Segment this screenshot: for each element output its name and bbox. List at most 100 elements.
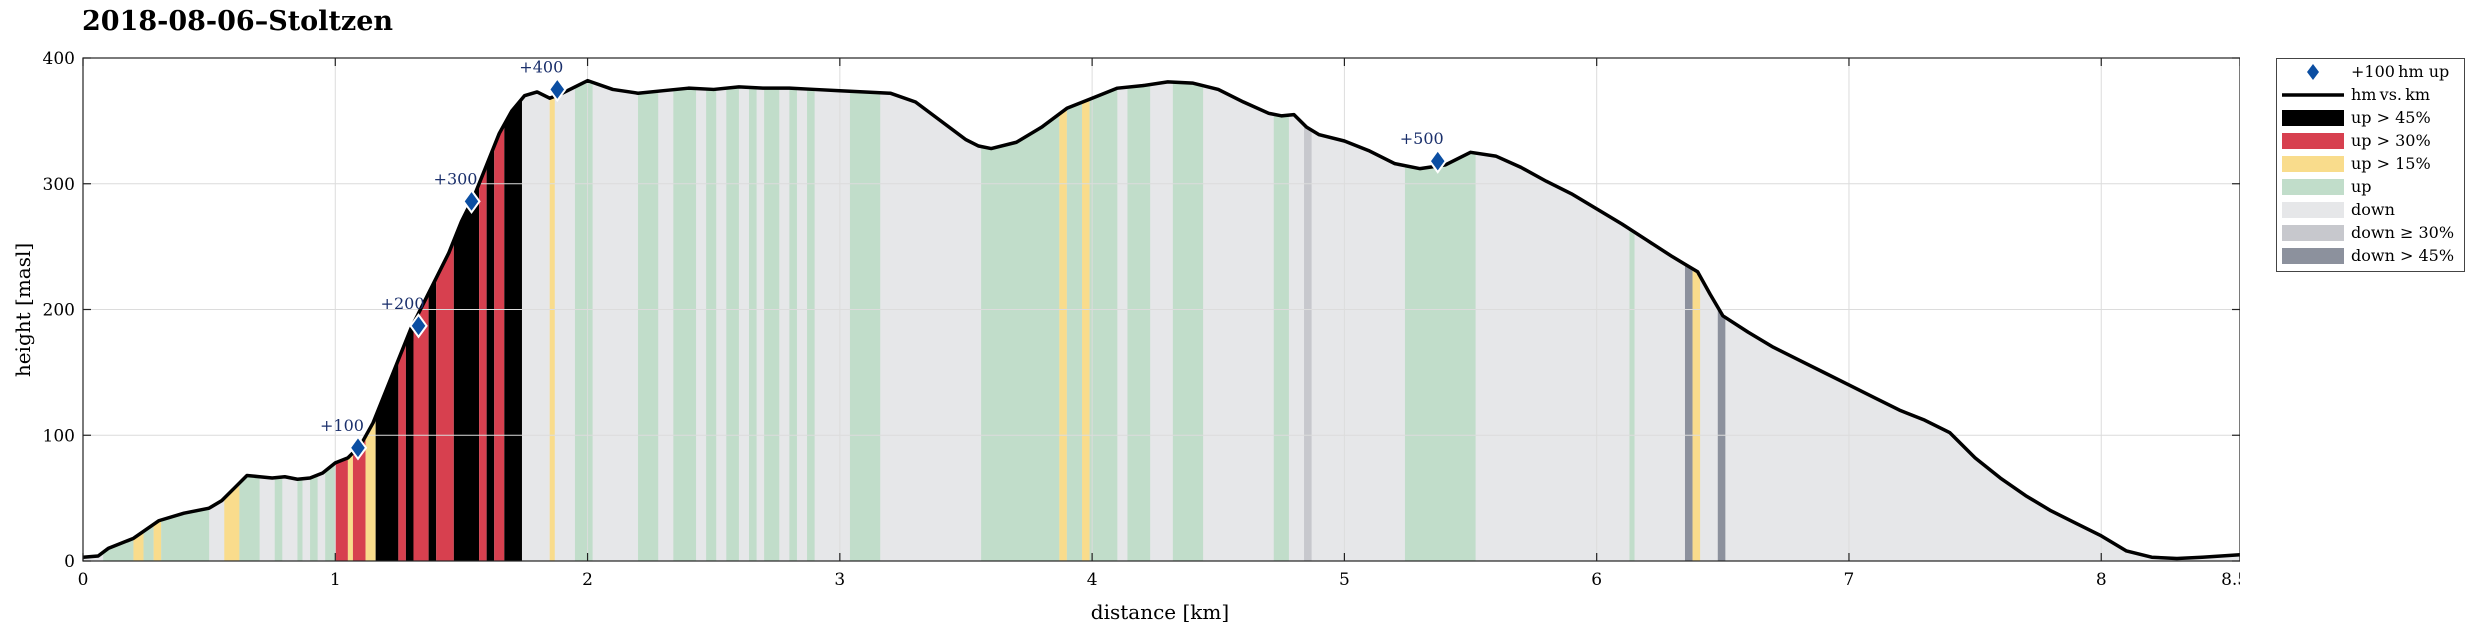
gradient-segment <box>479 164 487 561</box>
gradient-segment <box>335 457 348 561</box>
x-tick-label: 0 <box>78 570 89 590</box>
gradient-segment <box>352 436 366 561</box>
legend-marker-icon <box>2282 64 2344 80</box>
gradient-segment <box>849 91 881 561</box>
gradient-segment <box>673 88 697 562</box>
legend-item: down <box>2277 199 2464 221</box>
gradient-segment <box>153 520 162 561</box>
gradient-segment <box>1304 124 1312 562</box>
legend-item: down > 45% <box>2277 245 2464 267</box>
legend-swatch <box>2282 225 2344 241</box>
legend-label: up > 45% <box>2351 108 2431 127</box>
gradient-segment <box>375 359 399 561</box>
terrain-base-area <box>83 80 2240 561</box>
y-tick-label: 200 <box>43 301 75 321</box>
legend-item: up > 15% <box>2277 153 2464 175</box>
gradient-segment <box>807 89 815 562</box>
legend-label: +100 hm up <box>2351 62 2450 81</box>
legend-item: down ≥ 30% <box>2277 222 2464 244</box>
x-tick-label: 3 <box>834 570 845 590</box>
gradient-segment <box>1684 264 1693 561</box>
gradient-segment <box>981 113 1060 562</box>
gradient-segment <box>310 474 318 561</box>
legend-swatch <box>2282 110 2344 126</box>
gradient-segment <box>103 538 134 561</box>
gradient-segment <box>1629 228 1635 561</box>
marker-diamond <box>462 188 481 215</box>
gradient-segment <box>274 476 283 561</box>
legend-swatch <box>2282 179 2344 195</box>
x-tick-label: 7 <box>1844 570 1855 590</box>
marker-diamond <box>1428 148 1447 174</box>
marker-diamond <box>548 76 567 103</box>
gradient-segment <box>706 89 717 562</box>
gradient-segment <box>405 323 414 561</box>
gradient-segment <box>1127 84 1151 561</box>
gradient-segment <box>365 416 376 561</box>
profile-line <box>82 78 2240 561</box>
gradient-segment <box>161 508 210 561</box>
x-tick-label: 8.55 <box>2221 570 2240 590</box>
y-axis-label: height [masl] <box>11 243 35 377</box>
gradient-segment <box>1717 307 1726 561</box>
gradient-segment <box>224 483 240 561</box>
gradient-segment <box>347 452 353 561</box>
legend-label: down > 45% <box>2351 246 2455 265</box>
gradient-segment <box>1082 99 1090 561</box>
legend-item: up > 45% <box>2277 107 2464 129</box>
x-tick-label: 8 <box>2096 570 2107 590</box>
gradient-segment <box>504 98 522 562</box>
marker-label: +500 <box>1400 129 1444 148</box>
gradient-segment <box>789 88 797 562</box>
x-axis-label: distance [km] <box>1091 600 1229 624</box>
gradient-segment <box>1089 88 1118 562</box>
x-tick-label: 6 <box>1591 570 1602 590</box>
gradient-segment <box>638 91 659 561</box>
gradient-segment <box>486 146 495 561</box>
gradient-segment <box>1172 82 1204 562</box>
legend-swatch <box>2282 202 2344 218</box>
gradient-segment <box>1066 102 1083 561</box>
legend-label: up > 15% <box>2351 154 2431 173</box>
legend-label: hm vs. km <box>2351 85 2431 104</box>
legend-label: up <box>2351 177 2372 196</box>
x-tick-label: 5 <box>1339 570 1350 590</box>
y-tick-label: 400 <box>43 49 75 69</box>
profile-line-layer <box>82 78 2240 561</box>
legend-swatch <box>2282 133 2344 149</box>
gradient-segment <box>549 96 555 561</box>
gradient-segment <box>1273 114 1289 561</box>
gradient-segment <box>1404 152 1476 561</box>
legend-item: up <box>2277 176 2464 198</box>
gradient-segment <box>764 88 780 562</box>
y-tick-label: 100 <box>43 426 75 446</box>
legend: +100 hm up hm vs. km up > 45% up > 30% up > … <box>2276 58 2465 272</box>
gradient-segment <box>494 124 505 562</box>
y-tick-label: 300 <box>43 175 75 195</box>
marker-diamond <box>409 313 428 339</box>
markers-layer: +100 +200 +300 +400 +500 <box>320 57 1447 461</box>
gradient-segment <box>297 478 303 561</box>
gradient-segment <box>1059 108 1067 562</box>
x-tick-label: 1 <box>330 570 341 590</box>
marker-label: +400 <box>519 57 563 76</box>
gradient-segment <box>413 293 429 561</box>
legend-item: hm vs. km <box>2277 84 2464 106</box>
gradient-segment <box>398 340 406 561</box>
gradient-segment <box>574 80 593 561</box>
x-tick-label: 4 <box>1087 570 1098 590</box>
axes-layer: 0 1 2 3 4 5 6 7 8 8.55 0 100 200 300 400 <box>43 49 2240 590</box>
marker-label: +300 <box>434 169 478 188</box>
gradient-segment <box>239 475 260 561</box>
gradient-segment <box>453 183 480 561</box>
gradient-segment <box>436 240 454 561</box>
legend-line-icon <box>2282 87 2344 103</box>
gradient-segment <box>133 531 144 561</box>
marker-diamond <box>348 435 368 461</box>
gradient-segment <box>428 278 437 561</box>
gradient-segment <box>143 524 154 561</box>
legend-label: down <box>2351 200 2395 219</box>
legend-item: up > 30% <box>2277 130 2464 152</box>
gradient-segment <box>1692 268 1701 561</box>
terrain-fill-layer <box>83 80 2240 562</box>
